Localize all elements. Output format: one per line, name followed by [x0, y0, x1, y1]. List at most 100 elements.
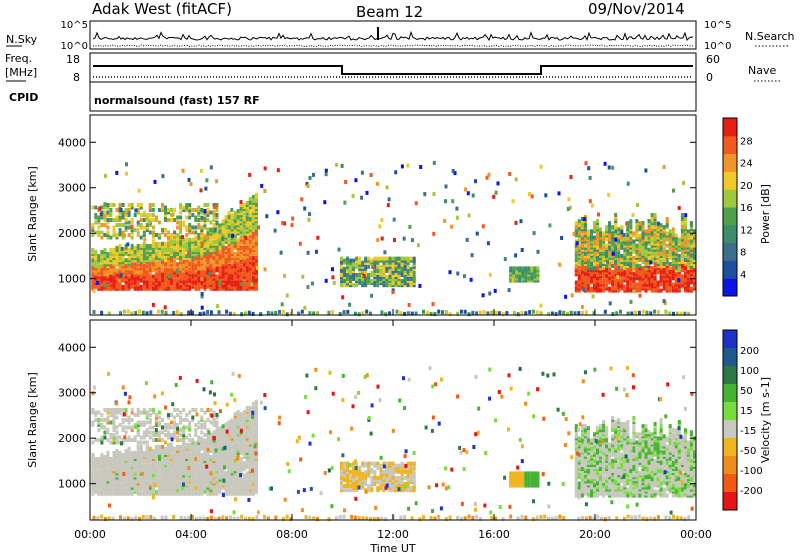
heatmap-cell [118, 248, 122, 252]
heatmap-cell [644, 231, 648, 236]
heatmap-cell [136, 208, 140, 212]
heatmap-cell [614, 213, 618, 217]
heatmap-cell [608, 268, 612, 273]
heatmap-cell [242, 215, 246, 220]
heatmap-cell [412, 279, 416, 284]
heatmap-cell [91, 440, 95, 445]
heatmap-cell [406, 163, 410, 168]
heatmap-cell [251, 213, 255, 218]
heatmap-cell [203, 453, 207, 457]
heatmap-cell [224, 453, 228, 457]
heatmap-cell [206, 203, 210, 207]
heatmap-cell [163, 305, 167, 310]
heatmap-cell [109, 420, 113, 425]
heatmap-cell [230, 213, 234, 218]
heatmap-cell [145, 463, 149, 468]
heatmap-cell [605, 253, 609, 258]
heatmap-cell [147, 219, 151, 224]
heatmap-cell [233, 463, 237, 468]
heatmap-cell [145, 280, 149, 285]
heatmap-cell [191, 270, 195, 275]
heatmap-cell [200, 423, 204, 427]
heatmap-cell [665, 217, 669, 221]
heatmap-cell [677, 280, 681, 285]
heatmap-cell [164, 467, 167, 472]
heatmap-cell [577, 311, 581, 316]
heatmap-cell [629, 241, 633, 246]
heatmap-cell [251, 225, 255, 230]
heatmap-cell [564, 294, 568, 299]
heatmap-cell [191, 230, 195, 235]
heatmap-cell [179, 230, 183, 235]
heatmap-cell [161, 258, 164, 263]
heatmap-cell [343, 200, 347, 205]
heatmap-cell [629, 253, 633, 258]
heatmap-cell [503, 257, 507, 262]
heatmap-cell [239, 239, 243, 244]
heatmap-cell [626, 241, 630, 246]
heatmap-cell [112, 425, 116, 430]
heatmap-cell [391, 262, 395, 267]
heatmap-cell [217, 310, 221, 315]
heatmap-cell [224, 217, 228, 222]
heatmap-cell [683, 274, 687, 279]
heatmap-cell [665, 268, 669, 273]
heatmap-cell [593, 225, 596, 230]
heatmap-cell [209, 228, 213, 232]
heatmap-cell [197, 438, 201, 443]
heatmap-cell [142, 450, 146, 455]
heatmap-cell [672, 311, 675, 316]
heatmap-cell [662, 286, 666, 291]
heatmap-cell [590, 280, 593, 285]
heatmap-cell [254, 280, 258, 285]
heatmap-cell [617, 286, 621, 291]
heatmap-cell [197, 270, 201, 275]
noise-left-label: N.Sky [6, 33, 38, 46]
heatmap-cell [203, 433, 207, 437]
heatmap-cell [209, 471, 213, 476]
heatmap-cell [151, 475, 155, 480]
heatmap-cell [127, 485, 131, 490]
heatmap-cell [130, 235, 134, 240]
heatmap-cell [641, 245, 645, 250]
heatmap-cell [127, 248, 131, 252]
heatmap-cell [145, 276, 149, 281]
heatmap-cell [94, 270, 98, 275]
heatmap-cell [164, 485, 167, 490]
heatmap-cell [349, 283, 353, 288]
heatmap-cell [112, 254, 116, 259]
heatmap-cell [176, 444, 180, 449]
heatmap-cell [182, 471, 186, 476]
heatmap-cell [577, 219, 581, 224]
heatmap-cell [626, 253, 630, 258]
heatmap-cell [161, 467, 164, 472]
heatmap-cell [254, 194, 258, 199]
heatmap-cell [653, 276, 657, 281]
heatmap-cell [689, 272, 693, 277]
heatmap-cell [596, 241, 599, 246]
heatmap-cell [686, 264, 690, 269]
heatmap-cell [550, 311, 554, 316]
heatmap-cell [641, 223, 645, 228]
heatmap-cell [340, 283, 343, 288]
heatmap-cell [239, 440, 243, 445]
heatmap-cell [176, 489, 180, 494]
heatmap-cell [608, 264, 612, 269]
heatmap-cell [689, 253, 693, 258]
heatmap-cell [665, 276, 669, 281]
heatmap-cell [130, 471, 134, 476]
heatmap-cell [218, 225, 222, 230]
heatmap-cell [103, 455, 107, 459]
heatmap-cell [209, 248, 213, 252]
heatmap-cell [530, 270, 534, 275]
heatmap-cell [106, 467, 110, 472]
heatmap-cell [106, 471, 110, 476]
heatmap-cell [130, 428, 134, 432]
heatmap-cell [118, 463, 122, 468]
heatmap-cell [124, 228, 128, 232]
heatmap-cell [338, 312, 342, 316]
heatmap-cell [136, 433, 140, 437]
heatmap-cell [203, 252, 207, 256]
heatmap-cell [385, 275, 389, 279]
heatmap-cell [638, 280, 642, 285]
